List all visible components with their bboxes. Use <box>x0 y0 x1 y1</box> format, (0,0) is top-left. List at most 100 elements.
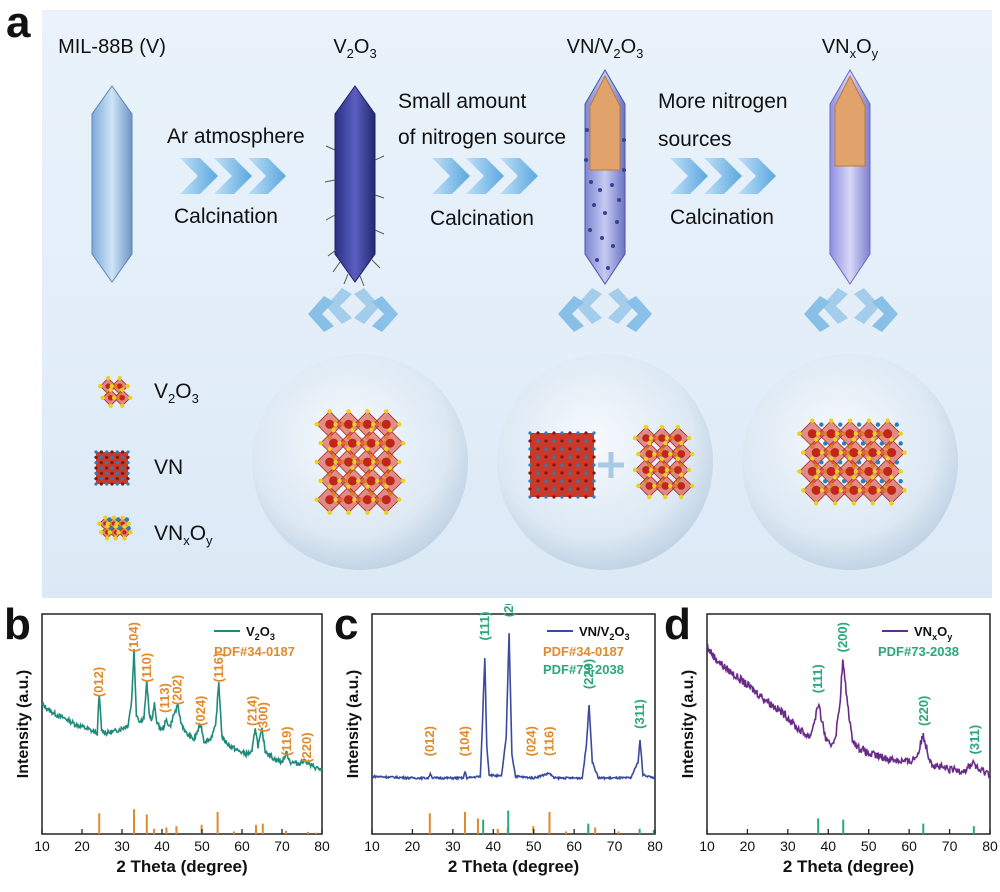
lattice-atom <box>568 447 572 451</box>
vanadium-atom <box>347 438 358 448</box>
lattice-atom <box>560 439 564 443</box>
oxygen-atom <box>866 456 872 461</box>
oxygen-atom <box>104 536 110 541</box>
nitrogen-atom <box>819 460 824 465</box>
x-tick-label: 50 <box>861 838 877 854</box>
oxygen-atom <box>113 524 119 529</box>
lattice-atom <box>592 479 596 483</box>
lattice-atom <box>99 471 103 475</box>
lattice-atom <box>568 479 572 483</box>
nitrogen-atom <box>841 441 847 446</box>
peak-label: (111) <box>810 664 825 693</box>
oxygen-atom <box>814 501 819 506</box>
lattice-atom <box>544 495 548 499</box>
vanadium-atom <box>661 450 670 458</box>
oxygen-atom <box>851 475 857 480</box>
lattice-atom <box>126 482 130 486</box>
oxygen-atom <box>810 418 815 423</box>
oxygen-atom <box>346 409 351 414</box>
oxygen-atom <box>838 488 844 493</box>
lattice-atom <box>121 477 125 481</box>
oxygen-atom <box>352 497 357 502</box>
y-axis-label: Intensity (a.u.) <box>345 670 362 778</box>
nitrogen-atom <box>823 441 828 446</box>
oxygen-atom <box>647 440 652 446</box>
oxygen-atom <box>112 395 117 400</box>
lattice-atom <box>528 463 532 467</box>
x-tick-label: 50 <box>194 838 210 854</box>
vanadium-atom <box>887 485 897 495</box>
legend-icon-v2o3 <box>98 376 133 408</box>
oxygen-atom <box>857 488 862 493</box>
vanadium-atom <box>325 495 335 505</box>
lattice-atom <box>552 455 556 459</box>
legend-reference-label: PDF#34-0187 <box>543 644 624 659</box>
x-tick-label: 50 <box>526 838 542 854</box>
lattice-atom <box>105 477 109 481</box>
lattice-atom <box>584 447 588 451</box>
oxygen-atom <box>847 456 853 461</box>
oxygen-atom <box>120 515 125 520</box>
oxygen-atom <box>384 409 389 414</box>
nitrogen-atom <box>894 460 899 465</box>
oxygen-atom <box>898 431 903 436</box>
oxygen-atom <box>647 494 652 500</box>
lattice-atom <box>528 431 532 435</box>
oxygen-atom <box>902 450 907 455</box>
lattice-atom <box>121 450 125 454</box>
lattice-atom <box>544 479 548 483</box>
oxygen-atom <box>346 446 351 452</box>
panel-letter-a: a <box>6 0 31 47</box>
lattice-atom <box>552 487 556 491</box>
legend-label-vn: VN <box>154 456 184 479</box>
legend-reference-label: PDF#73-2038 <box>878 644 959 659</box>
nitrogen-atom <box>898 441 903 446</box>
vanadium-atom <box>830 448 840 458</box>
vanadium-atom <box>883 429 893 439</box>
lattice-atom <box>528 495 532 499</box>
x-tick-label: 30 <box>114 838 130 854</box>
oxygen-atom <box>819 488 825 493</box>
lattice-atom <box>94 450 98 454</box>
lattice-atom <box>576 471 580 475</box>
y-axis-label: Intensity (a.u.) <box>15 670 32 778</box>
oxygen-atom <box>643 456 649 462</box>
nitrogen-atom <box>875 422 881 427</box>
lattice-atom <box>560 495 564 499</box>
vanadium-atom <box>642 466 650 474</box>
x-tick-label: 80 <box>982 838 998 854</box>
oxygen-atom <box>686 435 692 441</box>
stage-title-mil88b: MIL-88B (V) <box>58 36 166 58</box>
oxygen-atom <box>675 456 681 462</box>
oxygen-atom <box>857 450 862 455</box>
oxygen-atom <box>885 418 890 423</box>
oxygen-atom <box>686 467 692 473</box>
x-tick-label: 30 <box>780 838 796 854</box>
oxygen-atom <box>318 440 323 446</box>
lattice-atom <box>115 466 119 470</box>
lattice-atom <box>94 466 98 470</box>
oxygen-atom <box>331 427 336 433</box>
sphere-structure-vn <box>528 431 596 499</box>
vanadium-atom <box>811 485 821 495</box>
vanadium-atom <box>845 466 855 476</box>
oxygen-atom <box>838 450 844 455</box>
lattice-atom <box>110 450 114 454</box>
vanadium-atom <box>105 383 111 390</box>
lattice-atom <box>576 487 580 491</box>
oxygen-atom <box>832 501 838 506</box>
oxygen-atom <box>690 483 695 489</box>
lattice-atom <box>105 466 109 470</box>
oxygen-atom <box>828 456 834 461</box>
lattice-atom <box>584 439 588 443</box>
oxygen-atom <box>834 431 840 436</box>
oxygen-atom <box>314 422 319 427</box>
vanadium-atom <box>849 448 859 458</box>
lattice-atom <box>115 455 119 459</box>
peak-label: (311) <box>967 725 982 755</box>
lattice-atom <box>94 482 98 486</box>
lattice-atom <box>584 487 588 491</box>
oxygen-atom <box>350 465 355 471</box>
lattice-atom <box>592 439 596 443</box>
oxygen-atom <box>814 437 819 442</box>
